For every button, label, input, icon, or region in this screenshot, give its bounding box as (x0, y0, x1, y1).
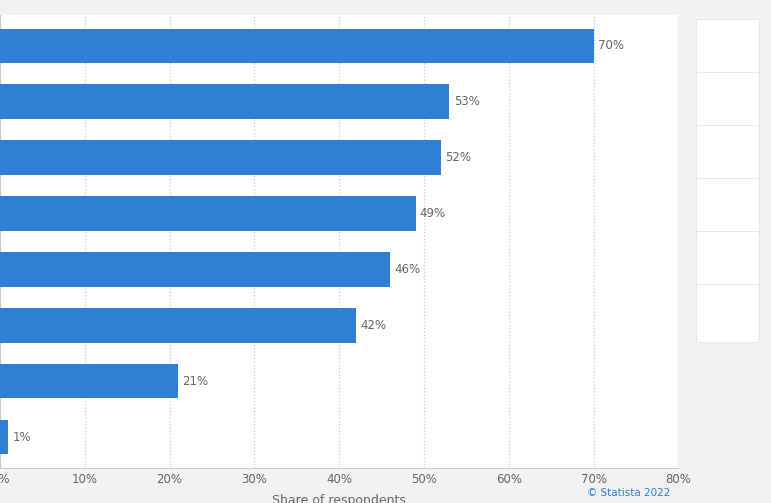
Text: © Statista 2022: © Statista 2022 (588, 488, 671, 498)
Bar (0, 420, 8, 454)
Text: 1%: 1% (12, 431, 32, 444)
FancyBboxPatch shape (696, 20, 759, 77)
Text: 49%: 49% (419, 207, 446, 220)
Text: 52%: 52% (446, 151, 471, 164)
Text: 46%: 46% (394, 263, 420, 276)
Text: 53%: 53% (453, 95, 480, 108)
FancyBboxPatch shape (696, 231, 759, 290)
Bar (0, 252, 390, 287)
Bar (0, 85, 449, 119)
Text: 70%: 70% (598, 39, 624, 52)
Text: 21%: 21% (182, 375, 208, 388)
Bar (0, 29, 594, 63)
Bar (0, 364, 178, 398)
Text: 42%: 42% (360, 319, 386, 332)
FancyBboxPatch shape (696, 126, 759, 184)
X-axis label: Share of respondents: Share of respondents (272, 494, 406, 503)
FancyBboxPatch shape (696, 285, 759, 343)
Bar (0, 140, 441, 175)
Bar (0, 196, 416, 231)
FancyBboxPatch shape (696, 179, 759, 237)
Bar (0, 308, 356, 343)
FancyBboxPatch shape (696, 72, 759, 131)
